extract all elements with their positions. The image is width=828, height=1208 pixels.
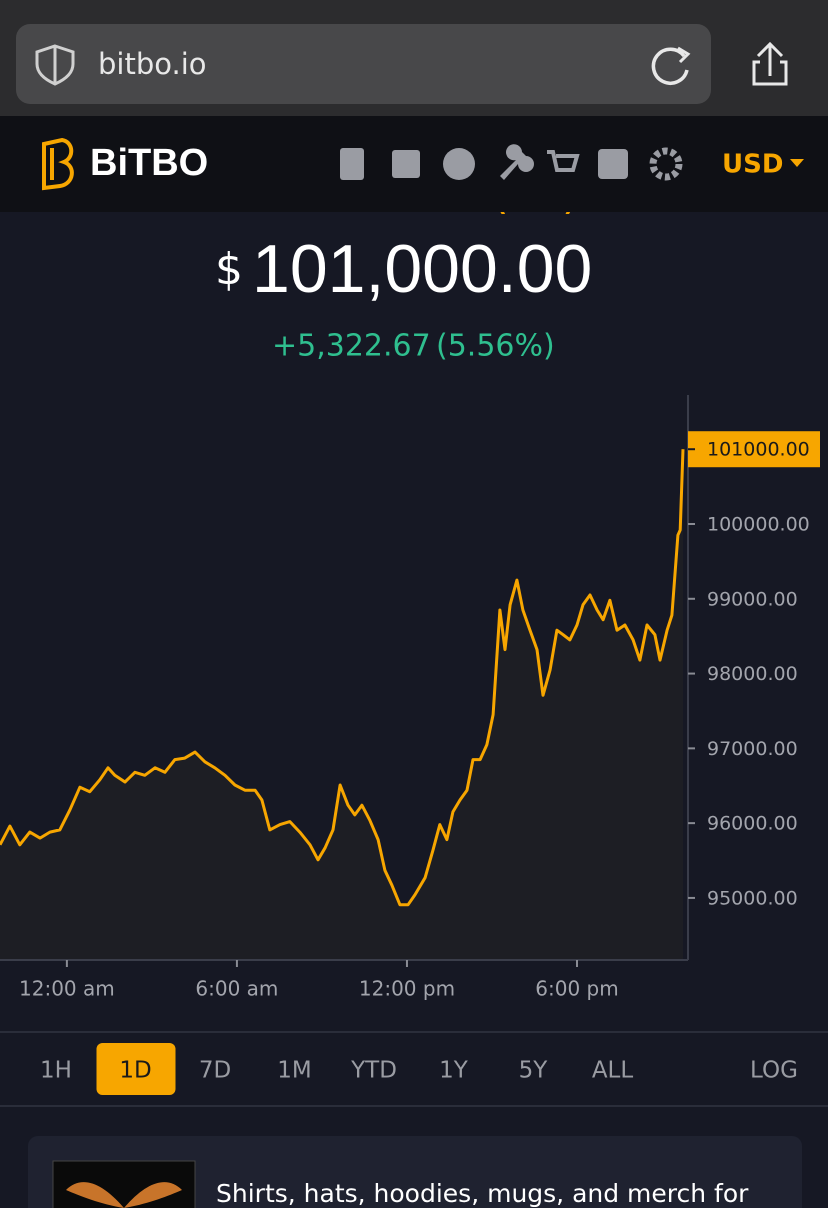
promo-text[interactable]: Shirts, hats, hoodies, mugs, and merch f… xyxy=(216,1179,749,1208)
price-line xyxy=(0,449,685,907)
y-tick-label: 96000.00 xyxy=(707,813,798,835)
tools-icon[interactable] xyxy=(500,144,534,180)
last-price-tag xyxy=(688,431,820,468)
bitcoin-icon[interactable] xyxy=(443,148,475,180)
calendar-icon[interactable] xyxy=(392,150,420,178)
calculator-icon[interactable] xyxy=(340,148,364,180)
range-button[interactable]: ALL xyxy=(592,1058,634,1084)
range-button[interactable]: 1D xyxy=(119,1058,151,1084)
range-button[interactable]: 5Y xyxy=(519,1058,549,1084)
stats-icon[interactable] xyxy=(598,149,628,179)
last-price-label: 101000.00 xyxy=(707,439,810,461)
currency-caret xyxy=(790,159,804,167)
currency[interactable]: USD xyxy=(722,150,783,180)
x-tick-label: 12:00 am xyxy=(19,977,115,1001)
shield-icon xyxy=(35,44,75,86)
x-tick-label: 12:00 pm xyxy=(359,977,455,1001)
range-button[interactable]: YTD xyxy=(350,1058,397,1084)
y-tick-label: 97000.00 xyxy=(707,738,798,760)
logo-text[interactable]: BiTBO xyxy=(90,142,208,184)
y-tick-label: 99000.00 xyxy=(707,588,798,610)
range-button[interactable]: 1Y xyxy=(439,1058,469,1084)
promo-card[interactable] xyxy=(28,1136,802,1208)
promo-wings xyxy=(66,1182,182,1208)
x-tick-label: 6:00 pm xyxy=(535,977,618,1001)
share-icon[interactable] xyxy=(752,41,788,86)
log-toggle[interactable]: LOG xyxy=(750,1058,798,1084)
chart: 95000.00 96000.00 97000.00 98000.00 99000.00… xyxy=(0,395,820,1001)
price-value: 101,000.00 xyxy=(252,231,592,307)
url-field[interactable] xyxy=(16,24,711,104)
price-change: +5,322.67 xyxy=(272,329,431,364)
range-buttons: 1H 1D 7D 1M YTD 1Y 5Y ALL xyxy=(40,1043,633,1095)
settings-icon[interactable] xyxy=(649,147,683,181)
reload-arrow xyxy=(677,46,691,64)
range-button[interactable]: 1M xyxy=(277,1058,311,1084)
cart-icon[interactable] xyxy=(547,150,580,172)
area xyxy=(0,449,683,960)
y-tick-label: 100000.00 xyxy=(707,514,810,536)
x-tick-label: 6:00 am xyxy=(195,977,278,1001)
reload-icon[interactable] xyxy=(651,47,689,85)
currency-symbol: $ xyxy=(215,244,243,295)
range-selected xyxy=(96,1043,176,1095)
y-tick-label: 95000.00 xyxy=(707,887,798,909)
nav-icons xyxy=(340,144,683,181)
range-button[interactable]: 1H xyxy=(40,1058,72,1084)
y-tick-label: 98000.00 xyxy=(707,663,798,685)
price-change-pct: (5.56%) xyxy=(436,329,555,364)
range-button[interactable]: 7D xyxy=(199,1058,231,1084)
logo-icon[interactable] xyxy=(42,137,74,191)
url: bitbo.io xyxy=(98,47,207,81)
